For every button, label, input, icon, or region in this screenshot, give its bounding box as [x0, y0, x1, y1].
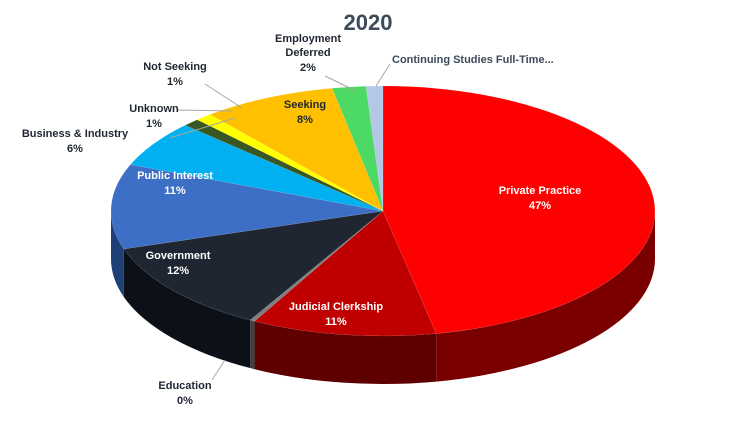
slice-value-1: 11%	[325, 316, 347, 328]
slice-public-interest	[110, 164, 384, 250]
slice-side-3	[123, 248, 251, 369]
slice-label-3: Government 12%	[146, 250, 211, 277]
slice-label-9: Employment Deferred 2%	[275, 33, 341, 74]
slice-side-1	[254, 321, 437, 384]
leader-line-2	[211, 359, 226, 381]
slice-business-industry	[129, 124, 384, 212]
leader-lines	[169, 63, 391, 381]
slice-side-0	[436, 211, 655, 382]
slice-label-0: Private Practice 47%	[499, 185, 582, 212]
pie-slices	[110, 85, 656, 337]
leader-line-5	[169, 117, 236, 139]
leader-line-10	[375, 63, 391, 87]
leader-line-7	[204, 83, 243, 109]
slice-government	[123, 210, 384, 321]
slice-value-5: 6%	[67, 143, 83, 155]
slice-private-practice	[382, 85, 656, 334]
slice-value-6: 1%	[146, 118, 162, 130]
slice-value-9: 2%	[300, 62, 316, 74]
leader-line-6	[177, 109, 233, 112]
slice-label-5: Business & Industry 6%	[22, 128, 129, 155]
slice-label-10: Continuing Studies Full-Time...	[392, 54, 554, 66]
slice-labels: Private Practice 47% Judicial Clerkship 11%…	[22, 33, 581, 407]
chart-title: 2020	[344, 10, 393, 35]
slice-label-2: Education 0%	[158, 380, 211, 407]
slice-value-7: 1%	[167, 76, 183, 88]
slice-unknown	[184, 119, 384, 212]
slice-value-3: 12%	[167, 265, 189, 277]
leader-line-9	[324, 75, 357, 92]
slice-continuing-studies-full-time	[365, 85, 384, 212]
slice-value-0: 47%	[529, 200, 551, 212]
slice-label-7: Not Seeking 1%	[143, 61, 207, 88]
slice-label-8: Seeking 8%	[284, 99, 326, 126]
slice-value-2: 0%	[177, 395, 193, 407]
slice-label-6: Unknown 1%	[129, 103, 179, 130]
slice-label-4: Public Interest 11%	[137, 170, 213, 197]
slice-employment-deferred	[331, 85, 384, 212]
slice-judicial-clerkship	[254, 210, 437, 337]
slice-education	[249, 210, 384, 322]
pie-sides	[110, 211, 655, 384]
slice-side-4	[110, 211, 124, 297]
slice-value-4: 11%	[164, 185, 186, 197]
slice-seeking	[209, 87, 384, 212]
slice-side-2	[250, 320, 255, 370]
slice-not-seeking	[196, 114, 384, 212]
slice-value-8: 8%	[297, 114, 313, 126]
slice-label-1: Judicial Clerkship 11%	[289, 301, 383, 328]
